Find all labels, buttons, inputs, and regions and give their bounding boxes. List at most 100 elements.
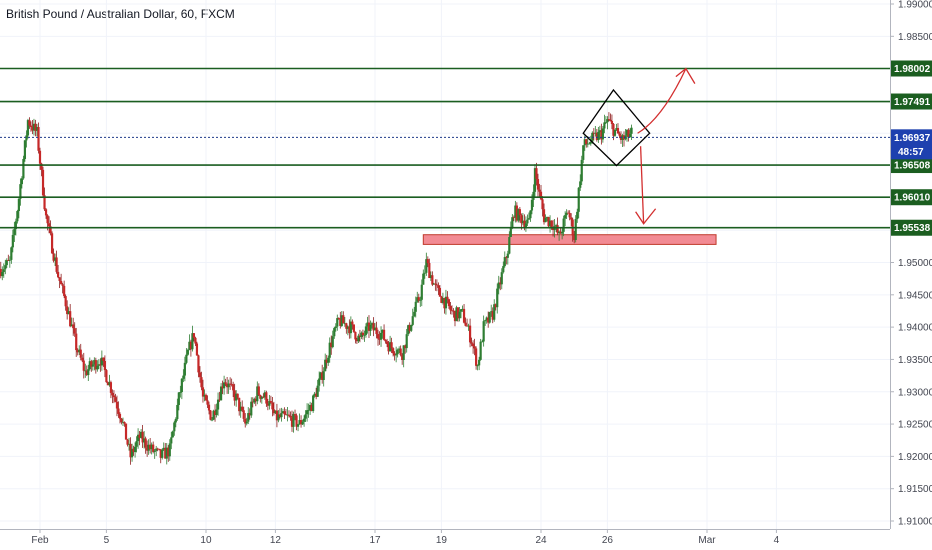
candle-body [312, 395, 315, 412]
candle-body [502, 266, 505, 273]
candle-body [550, 220, 553, 227]
candle-body [592, 132, 595, 134]
candle-body [413, 311, 416, 317]
candle [493, 299, 496, 322]
candle [379, 326, 383, 347]
candle [476, 364, 479, 371]
candle-body [429, 275, 432, 279]
candle-body [75, 333, 78, 351]
candle-body [176, 404, 179, 419]
support-zone [422, 234, 717, 245]
candle-body [462, 308, 466, 323]
candle-body [538, 189, 541, 192]
level-badge-label: 1.97491 [894, 97, 931, 108]
candle [373, 322, 377, 331]
down-arrow-line [639, 146, 645, 224]
candle-body [476, 365, 479, 367]
candle [230, 378, 233, 387]
candle-body [141, 431, 144, 443]
candle-body [38, 150, 42, 164]
candle [117, 401, 120, 418]
candle-body [527, 218, 531, 220]
time-tick-label: 17 [369, 535, 381, 546]
candle [518, 206, 521, 223]
candle [438, 285, 441, 297]
candle-body [478, 359, 481, 366]
candle [304, 410, 307, 422]
candle [479, 338, 482, 361]
candle-body [155, 448, 158, 451]
candle-body [444, 296, 448, 309]
candle [402, 345, 405, 368]
level-price-badge: 1.97491 [891, 93, 932, 110]
candle [375, 321, 378, 339]
candle [200, 371, 203, 391]
candle-body [63, 285, 66, 297]
candle [149, 437, 152, 454]
candle [328, 337, 331, 363]
candle [236, 393, 239, 400]
candle-body [81, 357, 84, 361]
candle [511, 214, 514, 230]
candle [256, 381, 259, 405]
candle [38, 147, 42, 170]
candle [446, 291, 449, 304]
candle-body [88, 361, 91, 370]
candlesticks [0, 112, 633, 465]
candle-body [330, 342, 333, 348]
price-tick-label: 1.94000 [898, 323, 932, 334]
candle [271, 396, 274, 417]
candle-body [25, 135, 28, 141]
candle-body [286, 414, 289, 416]
candle-body [90, 361, 93, 367]
candle-body [388, 342, 392, 352]
candle [357, 333, 360, 344]
candle [496, 283, 499, 314]
candle-body [524, 223, 528, 228]
candle-body [238, 397, 241, 412]
candle-body [197, 355, 200, 373]
candle-body [434, 283, 437, 285]
candle-body [290, 417, 294, 427]
candle [465, 318, 469, 327]
candle-body [295, 415, 298, 427]
candle [585, 138, 588, 148]
candle [348, 319, 351, 339]
candle-body [520, 215, 523, 224]
candle [471, 340, 475, 354]
candle-body [274, 410, 277, 414]
candle [97, 359, 100, 370]
candle [416, 291, 419, 303]
candle-body [257, 386, 260, 395]
candle-body [521, 220, 524, 224]
candle-body [497, 282, 500, 289]
candle-body [70, 324, 73, 327]
up-arrow-curve [637, 68, 687, 134]
level-badge-label: 1.98002 [894, 64, 931, 75]
candle [75, 327, 78, 357]
candle [292, 411, 295, 433]
candle-body [327, 357, 330, 363]
candle [515, 202, 518, 223]
candle [263, 390, 266, 400]
candle-body [370, 323, 374, 325]
candle-body [218, 399, 221, 401]
candle-body [5, 260, 8, 266]
candle [363, 330, 366, 342]
candle [384, 339, 387, 344]
candle [88, 357, 91, 371]
candle [428, 258, 431, 279]
candle [369, 320, 372, 336]
candle [450, 305, 454, 315]
price-tick-label: 1.93500 [898, 355, 932, 366]
candle [275, 403, 279, 428]
candle-body [598, 130, 601, 132]
candle-body [60, 280, 63, 285]
candle-body [343, 323, 346, 325]
candle [221, 380, 224, 395]
candle [378, 331, 381, 345]
current-price-badge: 1.96937 48:57 [891, 129, 932, 160]
candle-body [597, 131, 600, 140]
price-tick-label: 1.91500 [898, 484, 932, 495]
